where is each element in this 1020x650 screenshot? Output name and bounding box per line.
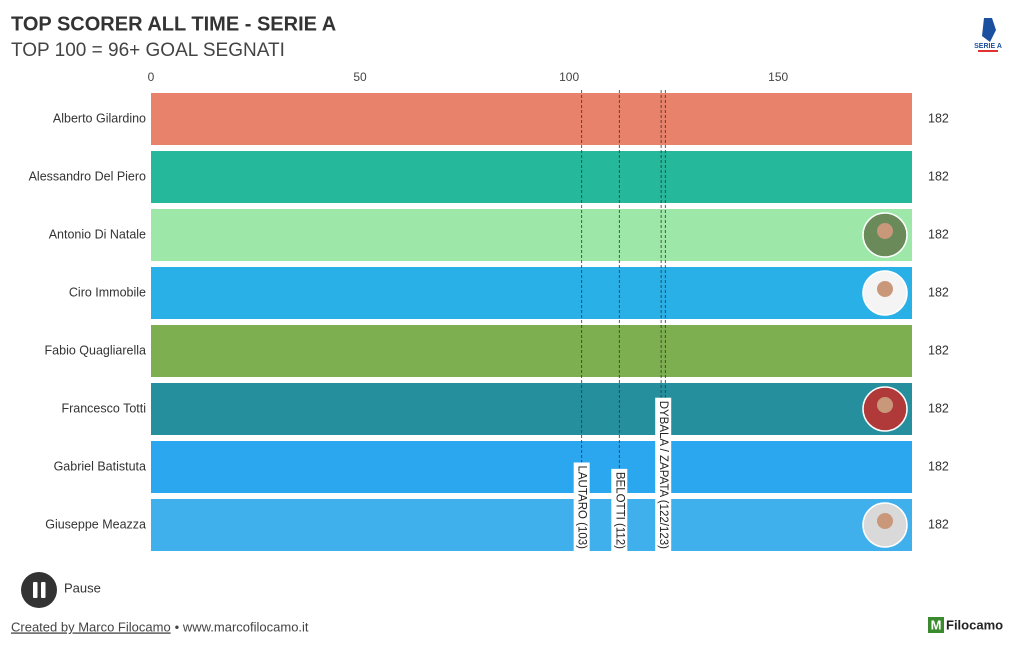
site-text: • www.marcofilocamo.it (175, 619, 309, 634)
reference-label: LAUTARO (103) (573, 462, 590, 552)
bar (151, 151, 912, 203)
reference-label-bg (573, 462, 590, 552)
value-label: 182 (928, 459, 949, 473)
reference-label-text: BELOTTI (112) (613, 472, 625, 549)
value-label: 182 (928, 285, 949, 299)
category-label: Fabio Quagliarella (45, 343, 146, 357)
pause-circle[interactable] (21, 572, 57, 608)
league-logo-shape (982, 18, 996, 42)
player-face (877, 281, 893, 297)
bar (151, 499, 912, 551)
brand-box (928, 617, 944, 633)
pause-label[interactable]: Pause (64, 580, 101, 595)
category-label: Antonio Di Natale (49, 227, 146, 241)
league-logo: SERIE A (974, 18, 1002, 52)
league-logo-text: SERIE A (974, 43, 1002, 50)
bar (151, 267, 912, 319)
chart-subtitle: TOP 100 = 96+ GOAL SEGNATI (11, 40, 285, 61)
x-tick-label: 150 (768, 70, 788, 84)
reference-label-bg (655, 397, 672, 552)
category-label: Francesco Totti (61, 401, 146, 415)
reference-label: DYBALA / ZAPATA (122/123) (655, 397, 672, 552)
reference-label-text: LAUTARO (103) (576, 465, 588, 549)
value-label: 182 (928, 227, 949, 241)
value-label: 182 (928, 111, 949, 125)
bar (151, 93, 912, 145)
bar (151, 209, 912, 261)
reference-label-bg (611, 468, 628, 552)
pause-bar (41, 582, 46, 598)
value-label: 182 (928, 517, 949, 531)
plot: 0 50 100 150 Alberto Gilardino 182 Alessandro … (29, 70, 949, 552)
reference-label-text: DYBALA / ZAPATA (122/123) (657, 401, 669, 549)
bar (151, 441, 912, 493)
value-label: 182 (928, 401, 949, 415)
category-label: Alberto Gilardino (53, 111, 146, 125)
chart-title: TOP SCORER ALL TIME - SERIE A (11, 13, 336, 35)
x-tick-label: 50 (353, 70, 367, 84)
player-face (877, 223, 893, 239)
category-label: Ciro Immobile (69, 285, 146, 299)
brand-logo: M Filocamo (928, 617, 1003, 633)
category-label: Giuseppe Meazza (45, 517, 146, 531)
brand-mark: M (931, 617, 942, 632)
x-tick-label: 0 (148, 70, 155, 84)
category-label: Alessandro Del Piero (29, 169, 146, 183)
value-label: 182 (928, 169, 949, 183)
x-tick-label: 100 (559, 70, 579, 84)
reference-label: BELOTTI (112) (611, 468, 628, 552)
brand-name: Filocamo (946, 617, 1003, 632)
player-face (877, 513, 893, 529)
league-logo-stripe (978, 50, 998, 52)
category-label: Gabriel Batistuta (54, 459, 146, 473)
pause-bar (33, 582, 38, 598)
pause-button[interactable]: Pause (21, 572, 101, 608)
player-face (877, 397, 893, 413)
bar (151, 383, 912, 435)
bar (151, 325, 912, 377)
value-label: 182 (928, 343, 949, 357)
credit-link[interactable]: Created by Marco Filocamo (11, 619, 171, 634)
